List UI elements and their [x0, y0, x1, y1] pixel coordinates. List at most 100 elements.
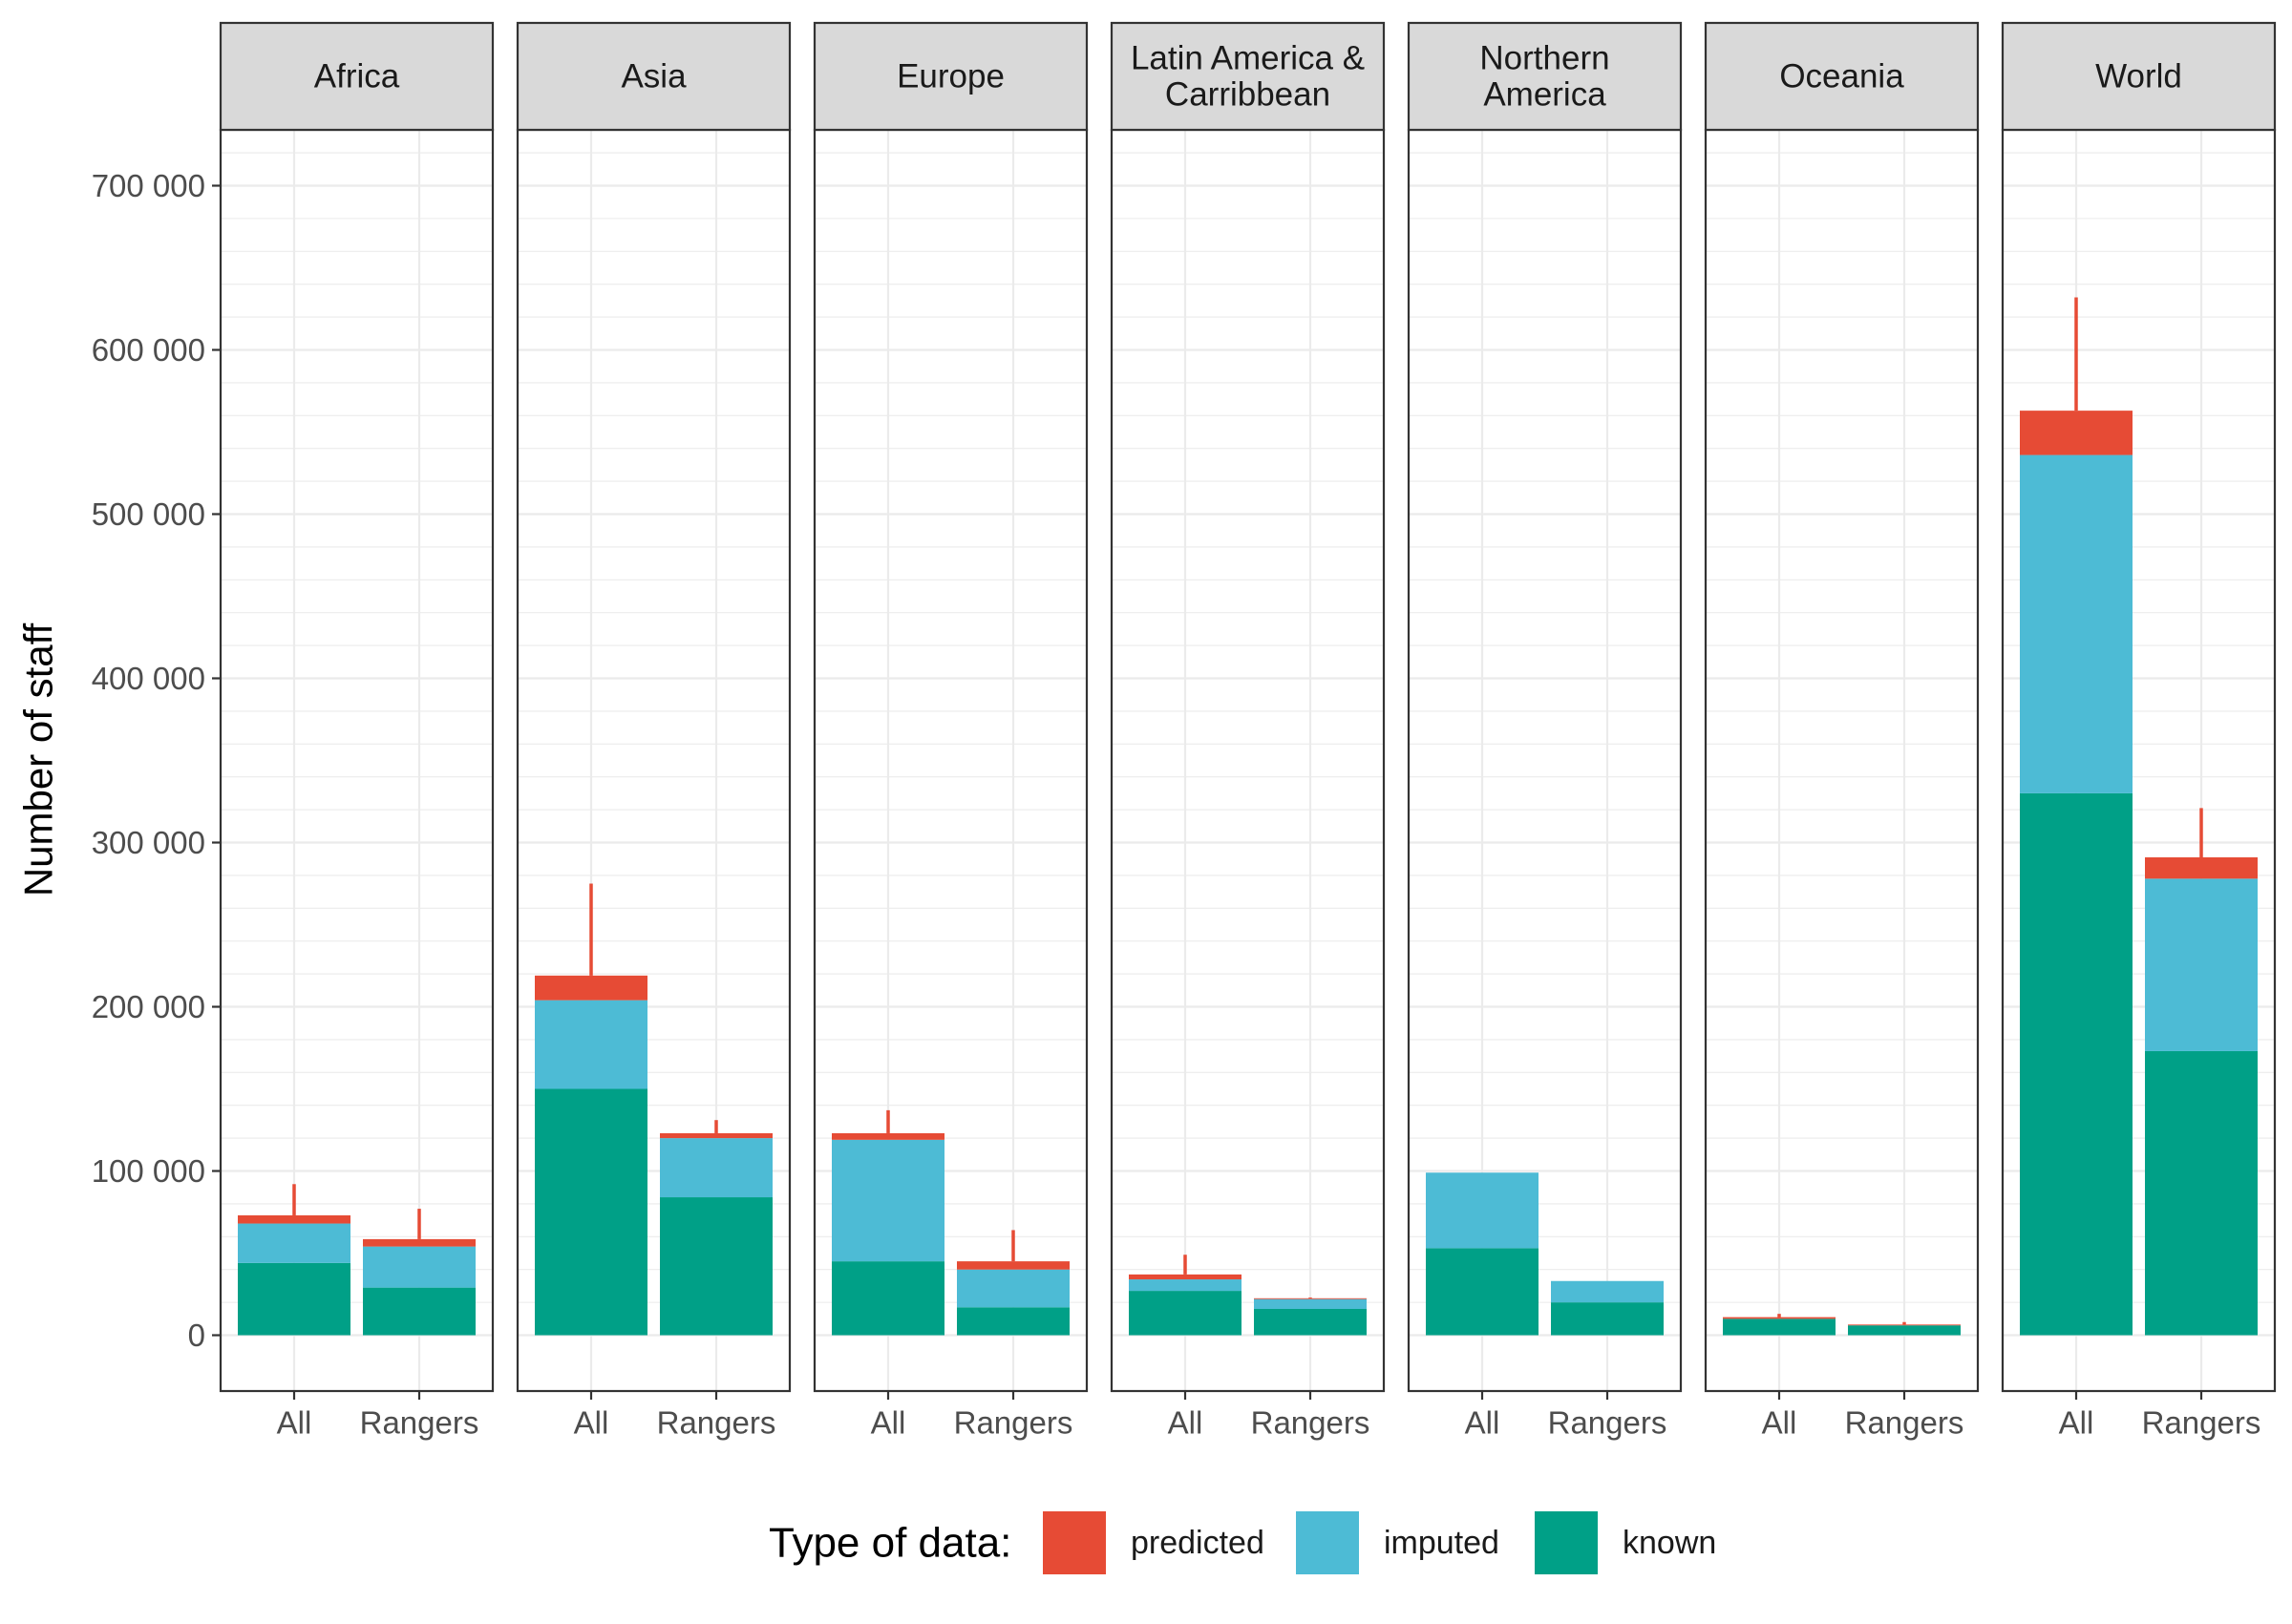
x-tick-label: All [574, 1405, 609, 1441]
bar-imputed-all [1426, 1172, 1539, 1249]
bar-imputed-rangers [660, 1138, 773, 1198]
x-tick-label: Rangers [657, 1405, 776, 1441]
facet-label: World [2095, 58, 2182, 95]
panel-background [1112, 130, 1384, 1391]
facet-label: Carribbean [1165, 76, 1330, 114]
facet-label: Oceania [1779, 58, 1904, 95]
x-tick-label: All [277, 1405, 312, 1441]
facet-label: Asia [621, 58, 687, 95]
facet-label: Europe [897, 58, 1005, 95]
x-tick-label: Rangers [360, 1405, 479, 1441]
facet-panel-world: World All Rangers [2001, 21, 2277, 1441]
y-tick-label: 500 000 [92, 496, 205, 532]
bar-predicted-all [832, 1132, 944, 1140]
bar-predicted-all [1129, 1274, 1242, 1280]
bar-imputed-all [2020, 454, 2133, 793]
legend-label: predicted [1131, 1525, 1264, 1561]
bar-known-rangers [2145, 1050, 2258, 1336]
bar-predicted-rangers [1848, 1324, 1961, 1326]
legend-title: Type of data: [769, 1520, 1011, 1567]
facet-label: Africa [314, 58, 400, 95]
bar-imputed-rangers [1551, 1280, 1664, 1303]
x-tick-label: All [2059, 1405, 2094, 1441]
facet-label: America [1483, 76, 1606, 114]
facet-panel-asia: Asia All Rangers [516, 21, 792, 1441]
legend: Type of data: predicted imputed known [769, 1511, 1716, 1574]
x-tick-label: Rangers [954, 1405, 1073, 1441]
legend-item-imputed: imputed [1296, 1511, 1499, 1574]
y-tick-label: 700 000 [92, 168, 205, 203]
bar-known-rangers [1254, 1308, 1367, 1336]
bar-known-rangers [1848, 1325, 1961, 1336]
facet-strip [1704, 21, 1980, 132]
bar-predicted-rangers [660, 1132, 773, 1139]
facet-panel-europe: Europe All Rangers [813, 21, 1089, 1441]
bar-predicted-all [535, 975, 647, 1001]
facet-label: Latin America & [1131, 40, 1365, 77]
bar-predicted-rangers [2145, 856, 2258, 879]
y-tick-label: 400 000 [92, 661, 205, 696]
legend-label: known [1623, 1525, 1716, 1561]
legend-item-known: known [1535, 1511, 1716, 1574]
facet-strip [1407, 21, 1683, 132]
bar-known-all [2020, 792, 2133, 1336]
bar-known-rangers [957, 1307, 1070, 1336]
panel-background [221, 130, 493, 1391]
facet-panel-africa: Africa All Rangers [219, 21, 495, 1441]
bar-predicted-rangers [1254, 1297, 1367, 1299]
bar-known-all [238, 1262, 350, 1336]
facet-strip [516, 21, 792, 132]
bar-imputed-all [1129, 1279, 1242, 1292]
facet-strip [219, 21, 495, 132]
x-tick-label: Rangers [1251, 1405, 1370, 1441]
bar-imputed-all [535, 1000, 647, 1089]
bar-imputed-rangers [2145, 878, 2258, 1051]
y-tick-label: 600 000 [92, 332, 205, 368]
bar-predicted-all [238, 1214, 350, 1224]
x-tick-label: Rangers [1845, 1405, 1964, 1441]
y-tick-label: 300 000 [92, 825, 205, 860]
bar-imputed-rangers [957, 1269, 1070, 1308]
facet-strip [813, 21, 1089, 132]
bar-imputed-rangers [363, 1246, 476, 1288]
x-tick-label: Rangers [1548, 1405, 1667, 1441]
bar-known-all [535, 1088, 647, 1336]
bar-known-all [1129, 1291, 1242, 1336]
bar-predicted-all [2020, 411, 2133, 455]
y-axis: 0 100 000 200 000 300 000 400 000 500 000 600 … [92, 168, 221, 1353]
facet-panel-oceania: Oceania All Rangers [1704, 21, 1980, 1441]
bar-predicted-rangers [363, 1238, 476, 1247]
x-tick-label: All [1762, 1405, 1797, 1441]
bar-predicted-all [1723, 1317, 1836, 1319]
bar-known-rangers [1551, 1302, 1664, 1336]
x-tick-label: All [1168, 1405, 1203, 1441]
legend-item-predicted: predicted [1043, 1511, 1264, 1574]
legend-key-predicted [1043, 1511, 1106, 1574]
x-tick-label: All [1465, 1405, 1500, 1441]
facet-strip [1110, 21, 1386, 132]
bar-imputed-rangers [1254, 1298, 1367, 1309]
bar-known-rangers [363, 1287, 476, 1336]
bar-imputed-all [238, 1223, 350, 1263]
legend-label: imputed [1384, 1525, 1499, 1561]
bar-predicted-rangers [957, 1261, 1070, 1270]
bar-imputed-all [832, 1139, 944, 1262]
x-tick-label: All [871, 1405, 906, 1441]
y-tick-label: 200 000 [92, 989, 205, 1024]
bar-known-all [832, 1261, 944, 1336]
legend-key-imputed [1296, 1511, 1359, 1574]
facet-panel-latin-america-carribbean: Latin America &Carribbean All Rangers [1110, 21, 1386, 1441]
y-tick-label: 100 000 [92, 1153, 205, 1189]
y-axis-title: Number of staff [16, 622, 61, 896]
bar-known-rangers [660, 1197, 773, 1336]
facet-label: Northern [1479, 40, 1609, 77]
panel-background [1706, 130, 1978, 1391]
bar-known-all [1723, 1318, 1836, 1336]
bar-known-all [1426, 1248, 1539, 1336]
y-tick-label: 0 [188, 1318, 205, 1353]
x-tick-label: Rangers [2142, 1405, 2261, 1441]
legend-key-known [1535, 1511, 1598, 1574]
